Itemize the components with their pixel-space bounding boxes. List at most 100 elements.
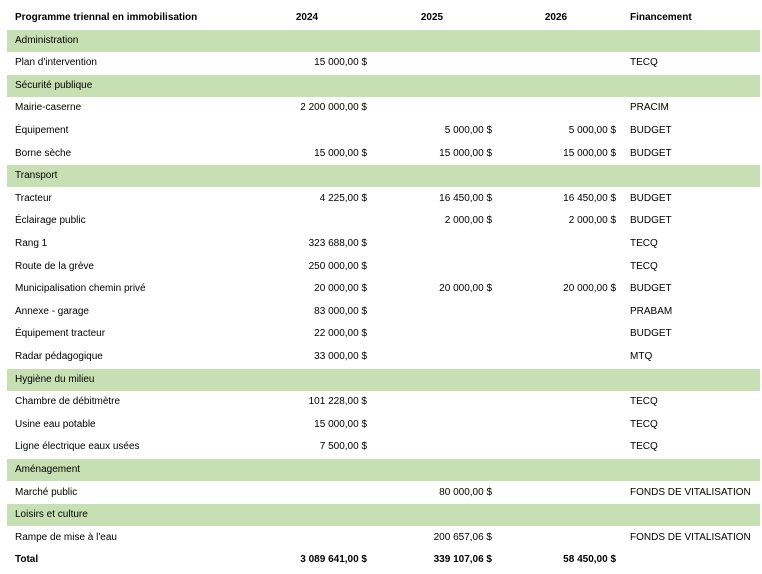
- table-row: Éclairage public 2 000,00 $ 2 000,00 $ BUDG…: [7, 210, 760, 232]
- table-row: Annexe - garage 83 000,00 $ PRABAM: [7, 301, 760, 323]
- cell-2024: 15 000,00 $: [314, 147, 367, 159]
- cell-financing: TECQ: [630, 260, 658, 272]
- cell-2025: [372, 391, 492, 413]
- item-label: Équipement: [15, 125, 69, 136]
- cell-financing: BUDGET: [630, 215, 672, 227]
- cell-2024: 83 000,00 $: [314, 305, 367, 317]
- cell-2026: [496, 233, 616, 255]
- cell-2026: [496, 323, 616, 345]
- cell-financing: BUDGET: [630, 125, 672, 136]
- cell-2026: [496, 436, 616, 458]
- section-label: Transport: [15, 170, 58, 182]
- table-row: Rampe de mise à l'eau 200 657,06 $ FONDS D…: [7, 527, 760, 549]
- item-label: Radar pédagogique: [15, 351, 103, 362]
- cell-2025: 16 450,00 $: [439, 192, 492, 204]
- total-label: Total: [15, 554, 39, 566]
- cell-2024: [247, 210, 367, 232]
- cell-2026: [496, 256, 616, 278]
- cell-2024: 4 225,00 $: [319, 192, 367, 204]
- cell-financing: FONDS DE VITALISATION: [630, 486, 751, 498]
- header-2024: 2024: [295, 12, 319, 23]
- item-label: Équipement tracteur: [15, 328, 106, 340]
- cell-2025: [372, 346, 492, 368]
- header-title: Programme triennal en immobilisation: [15, 12, 198, 23]
- cell-2026: [496, 482, 616, 504]
- cell-financing: TECQ: [630, 441, 658, 453]
- total-2026: 58 450,00 $: [563, 554, 616, 566]
- cell-financing: FONDS DE VITALISATION: [630, 531, 751, 543]
- item-label: Usine eau potable: [15, 418, 96, 430]
- table-row: Équipement 5 000,00 $ 5 000,00 $ BUDGET: [7, 120, 760, 142]
- section-row: Transport: [7, 165, 760, 188]
- cell-2024: [247, 120, 367, 142]
- cell-financing: BUDGET: [630, 283, 672, 295]
- header-row: Programme triennal en immobilisation 202…: [7, 7, 760, 29]
- cell-2024: 22 000,00 $: [314, 328, 367, 340]
- cell-2024: 101 228,00 $: [308, 396, 367, 408]
- item-label: Chambre de débitmètre: [15, 396, 121, 408]
- cell-2026: 16 450,00 $: [563, 192, 616, 204]
- cell-2024: 250 000,00 $: [308, 260, 367, 272]
- cell-2026: 20 000,00 $: [563, 283, 616, 295]
- section-row: Loisirs et culture: [7, 504, 760, 527]
- table-row: Usine eau potable 15 000,00 $ TECQ: [7, 414, 760, 436]
- item-label: Borne sèche: [15, 147, 72, 159]
- cell-2025: [372, 97, 492, 119]
- cell-financing: TECQ: [630, 57, 658, 69]
- cell-financing: TECQ: [630, 418, 658, 430]
- cell-financing: BUDGET: [630, 147, 672, 159]
- header-2026: 2026: [544, 12, 568, 23]
- section-label: Aménagement: [15, 464, 81, 475]
- table-row: Rang 1 323 688,00 $ TECQ: [7, 233, 760, 255]
- cell-2025: [372, 233, 492, 255]
- cell-financing: PRABAM: [630, 305, 673, 317]
- section-label: Hygiène du milieu: [15, 373, 95, 385]
- cell-2024: 15 000,00 $: [314, 418, 367, 430]
- cell-2026: 2 000,00 $: [568, 215, 616, 227]
- table-row: Tracteur 4 225,00 $ 16 450,00 $ 16 450,00 $…: [7, 188, 760, 210]
- cell-financing: TECQ: [630, 396, 658, 408]
- table-row: Borne sèche 15 000,00 $ 15 000,00 $ 15 000,…: [7, 143, 760, 165]
- item-label: Plan d'intervention: [15, 57, 97, 69]
- section-label: Loisirs et culture: [15, 509, 88, 521]
- cell-2026: 15 000,00 $: [563, 147, 616, 159]
- cell-2025: [372, 301, 492, 323]
- cell-2024: [247, 527, 367, 549]
- item-label: Éclairage public: [15, 215, 86, 227]
- cell-financing: TECQ: [630, 238, 658, 249]
- table-row: Marché public 80 000,00 $ FONDS DE VITALIS…: [7, 482, 760, 504]
- total-row: Total 3 089 641,00 $ 339 107,06 $ 58 450,00…: [7, 549, 760, 571]
- table-row: Plan d'intervention 15 000,00 $ TECQ: [7, 52, 760, 74]
- item-label: Rampe de mise à l'eau: [15, 531, 117, 543]
- cell-2026: [496, 414, 616, 436]
- table-row: Mairie-caserne 2 200 000,00 $ PRACIM: [7, 97, 760, 119]
- total-2025: 339 107,06 $: [433, 554, 492, 566]
- cell-2024: 33 000,00 $: [314, 351, 367, 362]
- cell-2026: 5 000,00 $: [568, 125, 616, 136]
- cell-2026: [496, 346, 616, 368]
- cell-2025: [372, 256, 492, 278]
- cell-2025: 15 000,00 $: [439, 147, 492, 159]
- table-row: Ligne électrique eaux usées 7 500,00 $ TEC…: [7, 436, 760, 458]
- cell-2026: [496, 391, 616, 413]
- cell-2024: 7 500,00 $: [319, 441, 367, 453]
- item-label: Route de la grève: [15, 260, 94, 272]
- cell-2026: [496, 97, 616, 119]
- section-row: Sécurité publique: [7, 74, 760, 97]
- cell-financing: BUDGET: [630, 328, 672, 340]
- item-label: Rang 1: [15, 238, 48, 249]
- section-label: Administration: [15, 34, 79, 46]
- cell-2024: 20 000,00 $: [314, 283, 367, 295]
- table-row: Équipement tracteur 22 000,00 $ BUDGET: [7, 323, 760, 345]
- section-row: Hygiène du milieu: [7, 368, 760, 391]
- cell-financing: MTQ: [630, 351, 653, 362]
- item-label: Marché public: [15, 486, 78, 498]
- header-2025: 2025: [420, 12, 444, 23]
- cell-2026: [496, 52, 616, 74]
- cell-2025: [372, 52, 492, 74]
- cell-2026: [496, 301, 616, 323]
- item-label: Ligne électrique eaux usées: [15, 441, 140, 453]
- cell-2025: [372, 436, 492, 458]
- table-row: Route de la grève 250 000,00 $ TECQ: [7, 256, 760, 278]
